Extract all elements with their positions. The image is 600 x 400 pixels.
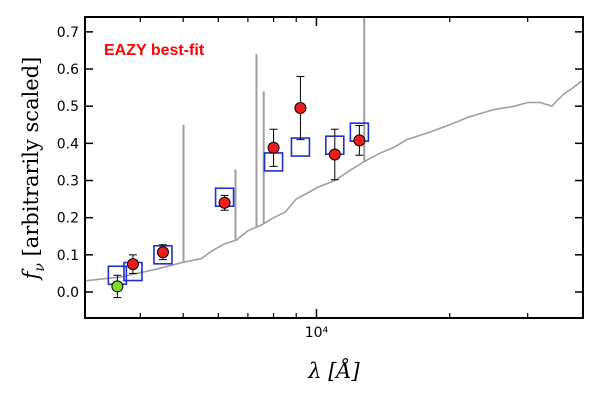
plot-content — [85, 17, 583, 299]
y-tick-label-5: 0.5 — [57, 99, 79, 115]
observed_photometry-point-5 — [294, 102, 307, 115]
y-tick-label-0: 0.0 — [57, 285, 79, 301]
plot-frame — [84, 16, 584, 319]
observed_photometry-point-2 — [156, 246, 169, 259]
y-tick-label-2: 0.2 — [57, 211, 79, 227]
y-axis-label-text: [arbitrarily scaled] — [19, 57, 43, 263]
y-tick-label-6: 0.6 — [57, 62, 79, 78]
x-tick-label-0: 10⁴ — [305, 325, 329, 341]
observed_photometry_alt-point-1 — [111, 280, 124, 293]
annotation-eazy-best-fit: EAZY best-fit — [104, 42, 205, 59]
y-tick-label-1: 0.1 — [57, 248, 79, 264]
x-axis-label: λ [Å] — [307, 358, 360, 383]
observed_photometry-point-6 — [328, 148, 341, 161]
sed-curve — [85, 79, 583, 282]
observed_photometry-point-4 — [267, 141, 280, 154]
y-tick-label-4: 0.4 — [57, 136, 79, 152]
axes: 0.0 0.1 0.2 0.3 0.4 0.5 0.6 0.7 10⁴ — [57, 17, 584, 341]
model-flux-square-6 — [290, 137, 311, 157]
observed_photometry-point-7 — [353, 134, 366, 147]
y-axis-label: fν [arbitrarily scaled] — [19, 57, 48, 282]
observed_photometry-point-1 — [126, 258, 139, 271]
y-axis-label-subscript: ν — [32, 263, 48, 272]
y-axis-label-symbol: f — [19, 268, 43, 281]
observed_photometry-point-3 — [218, 196, 231, 209]
plot-area — [85, 17, 583, 299]
y-tick-label-3: 0.3 — [57, 174, 79, 190]
y-tick-label-7: 0.7 — [57, 25, 79, 41]
